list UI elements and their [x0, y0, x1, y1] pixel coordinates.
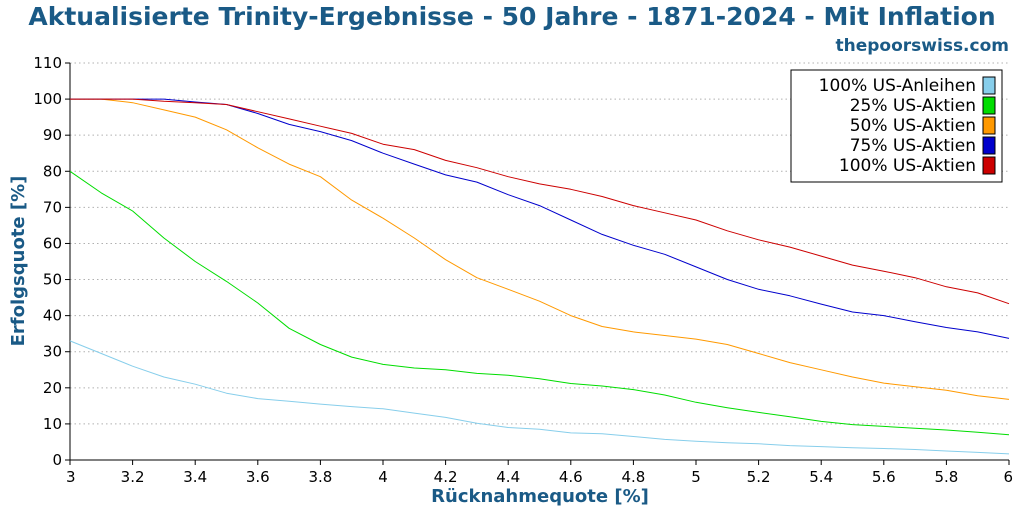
x-tick-label: 5.8: [934, 468, 958, 486]
x-tick-label: 5: [691, 468, 701, 486]
y-tick-labels: 0 10 20 30 40 50 60 70 80 90 100 110: [33, 54, 62, 469]
series-line-4: [70, 98, 1010, 305]
legend-label: 100% US-Anleihen: [819, 76, 976, 96]
chart-title: Aktualisierte Trinity-Ergebnisse - 50 Ja…: [28, 2, 995, 31]
y-tick-label: 110: [33, 54, 62, 72]
y-tick-label: 80: [43, 162, 62, 180]
x-tick-label: 3.6: [246, 468, 270, 486]
legend-swatch: [982, 96, 996, 115]
x-tick-label: 3: [66, 468, 76, 486]
y-tick-label: 90: [43, 126, 62, 144]
series-lines: [69, 98, 1010, 455]
x-tick-label: 4.2: [434, 468, 458, 486]
x-tick-label: 3.4: [183, 468, 207, 486]
y-tick-label: 10: [43, 415, 62, 433]
site-credit: thepoorswiss.com: [836, 36, 1010, 56]
x-tick-label: 6: [1003, 468, 1013, 486]
y-tick-label: 20: [43, 379, 62, 397]
axes: [65, 62, 1010, 465]
x-tick-label: 5.6: [872, 468, 896, 486]
grid-lines: [70, 62, 1009, 425]
legend-swatch: [982, 156, 996, 175]
x-tick-label: 5.4: [809, 468, 833, 486]
y-tick-label: 50: [43, 271, 62, 289]
legend-label: 100% US-Aktien: [839, 156, 976, 176]
x-tick-label: 3.8: [308, 468, 332, 486]
legend-swatch: [982, 136, 996, 155]
legend-box: [790, 69, 1003, 183]
y-tick-label: 0: [52, 451, 62, 469]
x-tick-label: 5.2: [747, 468, 771, 486]
legend-label: 25% US-Aktien: [850, 96, 976, 116]
x-tick-label: 4.4: [496, 468, 520, 486]
legend-label: 75% US-Aktien: [850, 136, 976, 156]
legend-label: 50% US-Aktien: [850, 116, 976, 136]
y-tick-label: 60: [43, 234, 62, 252]
legend-swatch: [982, 116, 996, 135]
series-line-1: [69, 170, 1010, 436]
x-tick-label: 4: [378, 468, 388, 486]
y-tick-label: 70: [43, 198, 62, 216]
series-line-0: [69, 340, 1010, 455]
series-line-2: [70, 98, 1010, 400]
legend-swatch: [982, 76, 996, 95]
x-tick-label: 4.8: [621, 468, 645, 486]
y-tick-label: 100: [33, 90, 62, 108]
y-axis-title: Erfolgsquote [%]: [8, 176, 29, 347]
x-tick-label: 4.6: [559, 468, 583, 486]
y-tick-label: 30: [43, 343, 62, 361]
x-tick-label: 3.2: [121, 468, 145, 486]
x-axis-title: Rücknahmequote [%]: [431, 486, 649, 507]
x-tick-labels: 3 3.2 3.4 3.6 3.8 4 4.2 4.4 4.6 4.8 5 5.2 5.4 5.6 5.8 6: [66, 468, 1013, 486]
y-tick-label: 40: [43, 307, 62, 325]
